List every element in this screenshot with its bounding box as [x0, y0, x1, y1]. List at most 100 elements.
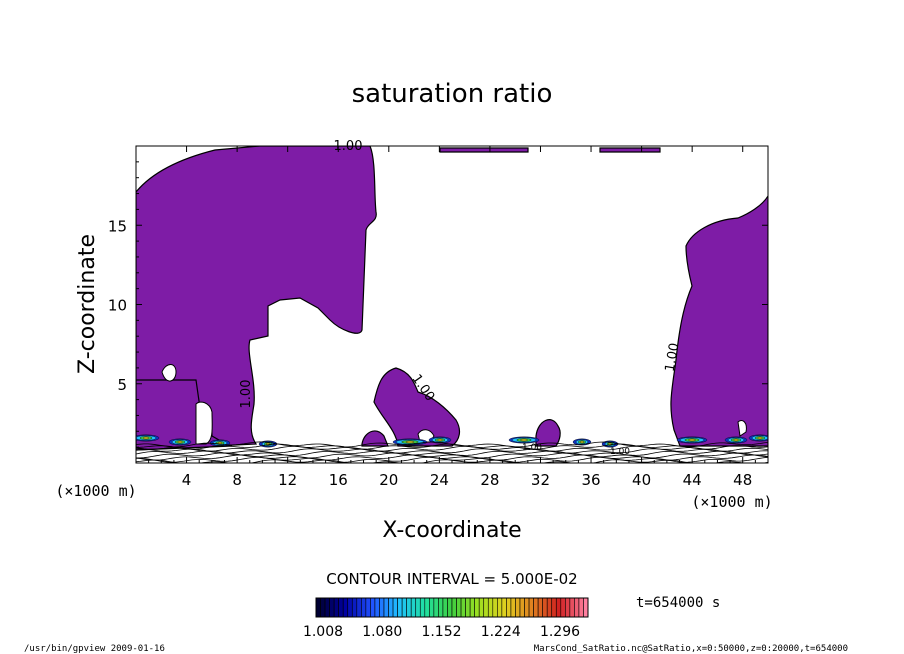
x-tick-label: 44	[683, 471, 702, 489]
colorbar-swatch	[546, 597, 553, 618]
x-tick-label: 32	[531, 471, 550, 489]
x-axis-label: X-coordinate	[382, 518, 521, 543]
x-axis-unit: (×1000 m)	[691, 493, 772, 511]
colorbar-swatch	[356, 597, 362, 618]
high-saturation-blobs	[136, 434, 768, 448]
contour-label: 1.00	[610, 447, 630, 457]
x-tick-label: 28	[480, 471, 499, 489]
colorbar-swatch	[415, 597, 421, 618]
colorbar-swatch	[401, 597, 407, 618]
colorbar-swatch	[537, 597, 543, 618]
colorbar-swatch	[370, 597, 376, 618]
colorbar-swatch	[406, 597, 412, 618]
colorbar-swatch	[429, 597, 435, 618]
colorbar-label: 1.224	[481, 624, 521, 640]
x-tick-label: 36	[581, 471, 600, 489]
colorbar-swatch	[438, 597, 444, 618]
saturation-blob	[688, 438, 696, 442]
colorbar-swatch	[555, 597, 562, 618]
colorbar-swatch	[447, 597, 453, 618]
colorbar-swatch	[569, 597, 575, 618]
x-tick-label: 24	[430, 471, 449, 489]
colorbar-label: 1.080	[362, 624, 402, 640]
x-tick-label: 4	[182, 471, 192, 489]
footer-left: /usr/bin/gpview 2009-01-16	[24, 644, 165, 654]
x-axis-ticks: 4 8 12 16 20 24 28 32 36 40 44 48	[148, 146, 756, 489]
colorbar-swatch	[578, 597, 584, 618]
ground-contour-line	[136, 454, 768, 461]
ground-contour-line	[136, 452, 768, 459]
saturation-strip-top-2	[599, 147, 661, 153]
colorbar-swatch	[419, 597, 426, 618]
contour-label: 1.00	[663, 342, 683, 373]
saturation-region-small-2	[535, 419, 561, 447]
colorbar-swatch	[451, 597, 457, 618]
saturation-blob	[733, 438, 739, 442]
colorbar-swatch	[515, 597, 521, 618]
colorbar-swatch	[487, 597, 494, 618]
footer-right: MarsCond_SatRatio.nc@SatRatio,x=0:50000,…	[534, 644, 848, 654]
colorbar-swatch	[510, 597, 516, 618]
plot-area	[136, 146, 768, 463]
contour-label: 1.00	[522, 443, 542, 453]
colorbar-swatch	[519, 597, 525, 618]
colorbar-swatch	[397, 597, 403, 618]
colorbar-swatch	[501, 597, 507, 618]
unsaturated-hole	[195, 401, 213, 445]
y-tick-label: 10	[108, 297, 127, 315]
colorbar-swatch	[583, 597, 589, 618]
colorbar-swatch	[338, 597, 344, 618]
colorbar-swatch	[351, 597, 358, 618]
colorbar-swatch	[456, 597, 462, 618]
saturation-blob	[520, 438, 528, 442]
time-label: t=654000 s	[636, 595, 720, 611]
colorbar-swatch	[483, 597, 489, 618]
colorbar-swatch	[410, 597, 417, 618]
colorbar-swatch	[320, 597, 326, 618]
x-tick-label: 8	[232, 471, 242, 489]
colorbar-swatch	[324, 597, 330, 618]
x-tick-label: 12	[278, 471, 297, 489]
y-axis-ticks: 5 10 15	[108, 161, 768, 448]
colorbar-swatch	[460, 597, 466, 618]
saturation-region-small-1	[361, 430, 389, 447]
colorbar-swatch	[433, 597, 439, 618]
saturation-region-right	[670, 194, 768, 447]
colorbar-swatch	[524, 597, 530, 618]
colorbar-swatch	[383, 597, 389, 618]
saturation-blob	[437, 438, 443, 442]
x-tick-label: 48	[733, 471, 752, 489]
ground-contour-line	[136, 450, 768, 456]
colorbar-frame	[315, 597, 589, 618]
colorbar-swatch	[342, 597, 349, 618]
colorbar-swatch	[560, 597, 566, 618]
y-axis-label: Z-coordinate	[75, 234, 100, 374]
colorbar-swatch	[533, 597, 539, 618]
ground-contour-line	[136, 441, 768, 448]
colorbar-swatch	[492, 597, 498, 618]
colorbar-swatch	[329, 597, 335, 618]
colorbar-swatch	[542, 597, 548, 618]
colorbar-swatch	[315, 597, 321, 618]
colorbar-swatch	[574, 597, 580, 618]
colorbar-swatch	[474, 597, 480, 618]
saturation-blob	[177, 440, 183, 444]
colorbar-label: 1.152	[421, 624, 461, 640]
saturation-strip-top-1	[439, 147, 529, 153]
colorbar-swatch	[388, 597, 394, 618]
y-tick-label: 5	[117, 376, 127, 394]
ground-contour-line	[136, 443, 768, 450]
colorbar-swatch	[374, 597, 380, 618]
colorbar-swatch	[333, 597, 339, 618]
contour-label: 1.00	[239, 380, 254, 409]
saturation-blob	[757, 436, 763, 440]
x-tick-label: 20	[379, 471, 398, 489]
colorbar-swatch	[465, 597, 471, 618]
colorbar-label: 1.008	[303, 624, 343, 640]
colorbar-label: 1.296	[540, 624, 580, 640]
y-axis-unit: (×1000 m)	[55, 482, 136, 500]
colorbar	[315, 597, 589, 618]
colorbar-swatch	[565, 597, 571, 618]
y-tick-label: 15	[108, 217, 127, 235]
